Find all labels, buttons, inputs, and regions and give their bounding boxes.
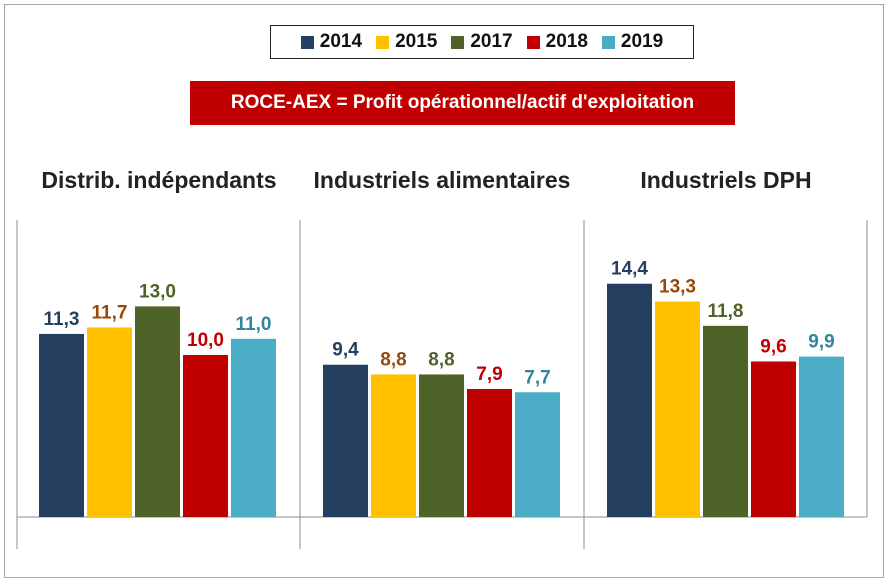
bar-2015	[87, 327, 132, 517]
legend-swatch	[526, 35, 540, 49]
data-label: 8,8	[380, 349, 406, 370]
legend-item-2015: 2015	[376, 31, 437, 53]
data-label: 9,9	[808, 332, 834, 353]
data-label: 14,4	[611, 259, 648, 280]
legend-swatch	[451, 35, 465, 49]
data-label: 13,0	[139, 281, 176, 302]
legend-label: 2017	[470, 31, 513, 52]
bar-2017	[419, 374, 464, 517]
data-label: 9,4	[332, 340, 359, 361]
formula-banner: ROCE-AEX = Profit opérationnel/actif d'e…	[190, 81, 735, 125]
bar-2017	[135, 306, 180, 517]
legend: 2014 2015 2017 2018 2019	[270, 25, 694, 59]
bar-2014	[39, 333, 84, 517]
legend-swatch	[300, 35, 314, 49]
data-label: 10,0	[187, 330, 224, 351]
legend-label: 2015	[395, 31, 438, 52]
legend-label: 2014	[319, 31, 363, 52]
legend-item-2014: 2014	[300, 31, 363, 53]
legend-swatch	[601, 35, 615, 49]
data-label: 13,3	[659, 277, 696, 298]
bar-2015	[371, 374, 416, 517]
legend-label: 2018	[545, 31, 588, 52]
bar-2014	[323, 364, 368, 517]
legend-swatch	[376, 35, 390, 49]
group-title-alimentaires: Industriels alimentaires	[313, 167, 571, 193]
bar-2018	[751, 361, 796, 517]
group-title-distrib: Distrib. indépendants	[41, 167, 277, 193]
group-title-dph: Industriels DPH	[640, 167, 812, 193]
data-label: 7,7	[524, 367, 550, 388]
legend-item-2018: 2018	[526, 31, 588, 53]
bar-2018	[183, 355, 228, 517]
bar-2019	[231, 338, 276, 517]
data-label: 11,8	[708, 301, 744, 322]
bar-2019	[515, 392, 560, 517]
bar-2018	[467, 389, 512, 517]
legend-item-2017: 2017	[451, 31, 513, 53]
data-label: 11,3	[44, 309, 80, 330]
bar-2014	[607, 283, 652, 517]
legend-item-2019: 2019	[601, 31, 664, 53]
bar-2015	[655, 301, 700, 517]
data-label: 8,8	[428, 349, 454, 370]
data-label: 7,9	[476, 364, 502, 385]
data-label: 11,7	[92, 302, 128, 323]
bar-2019	[799, 356, 844, 517]
legend-label: 2019	[620, 31, 664, 52]
data-label: 9,6	[760, 336, 786, 357]
bar-2017	[703, 325, 748, 517]
data-label: 11,0	[236, 314, 272, 335]
